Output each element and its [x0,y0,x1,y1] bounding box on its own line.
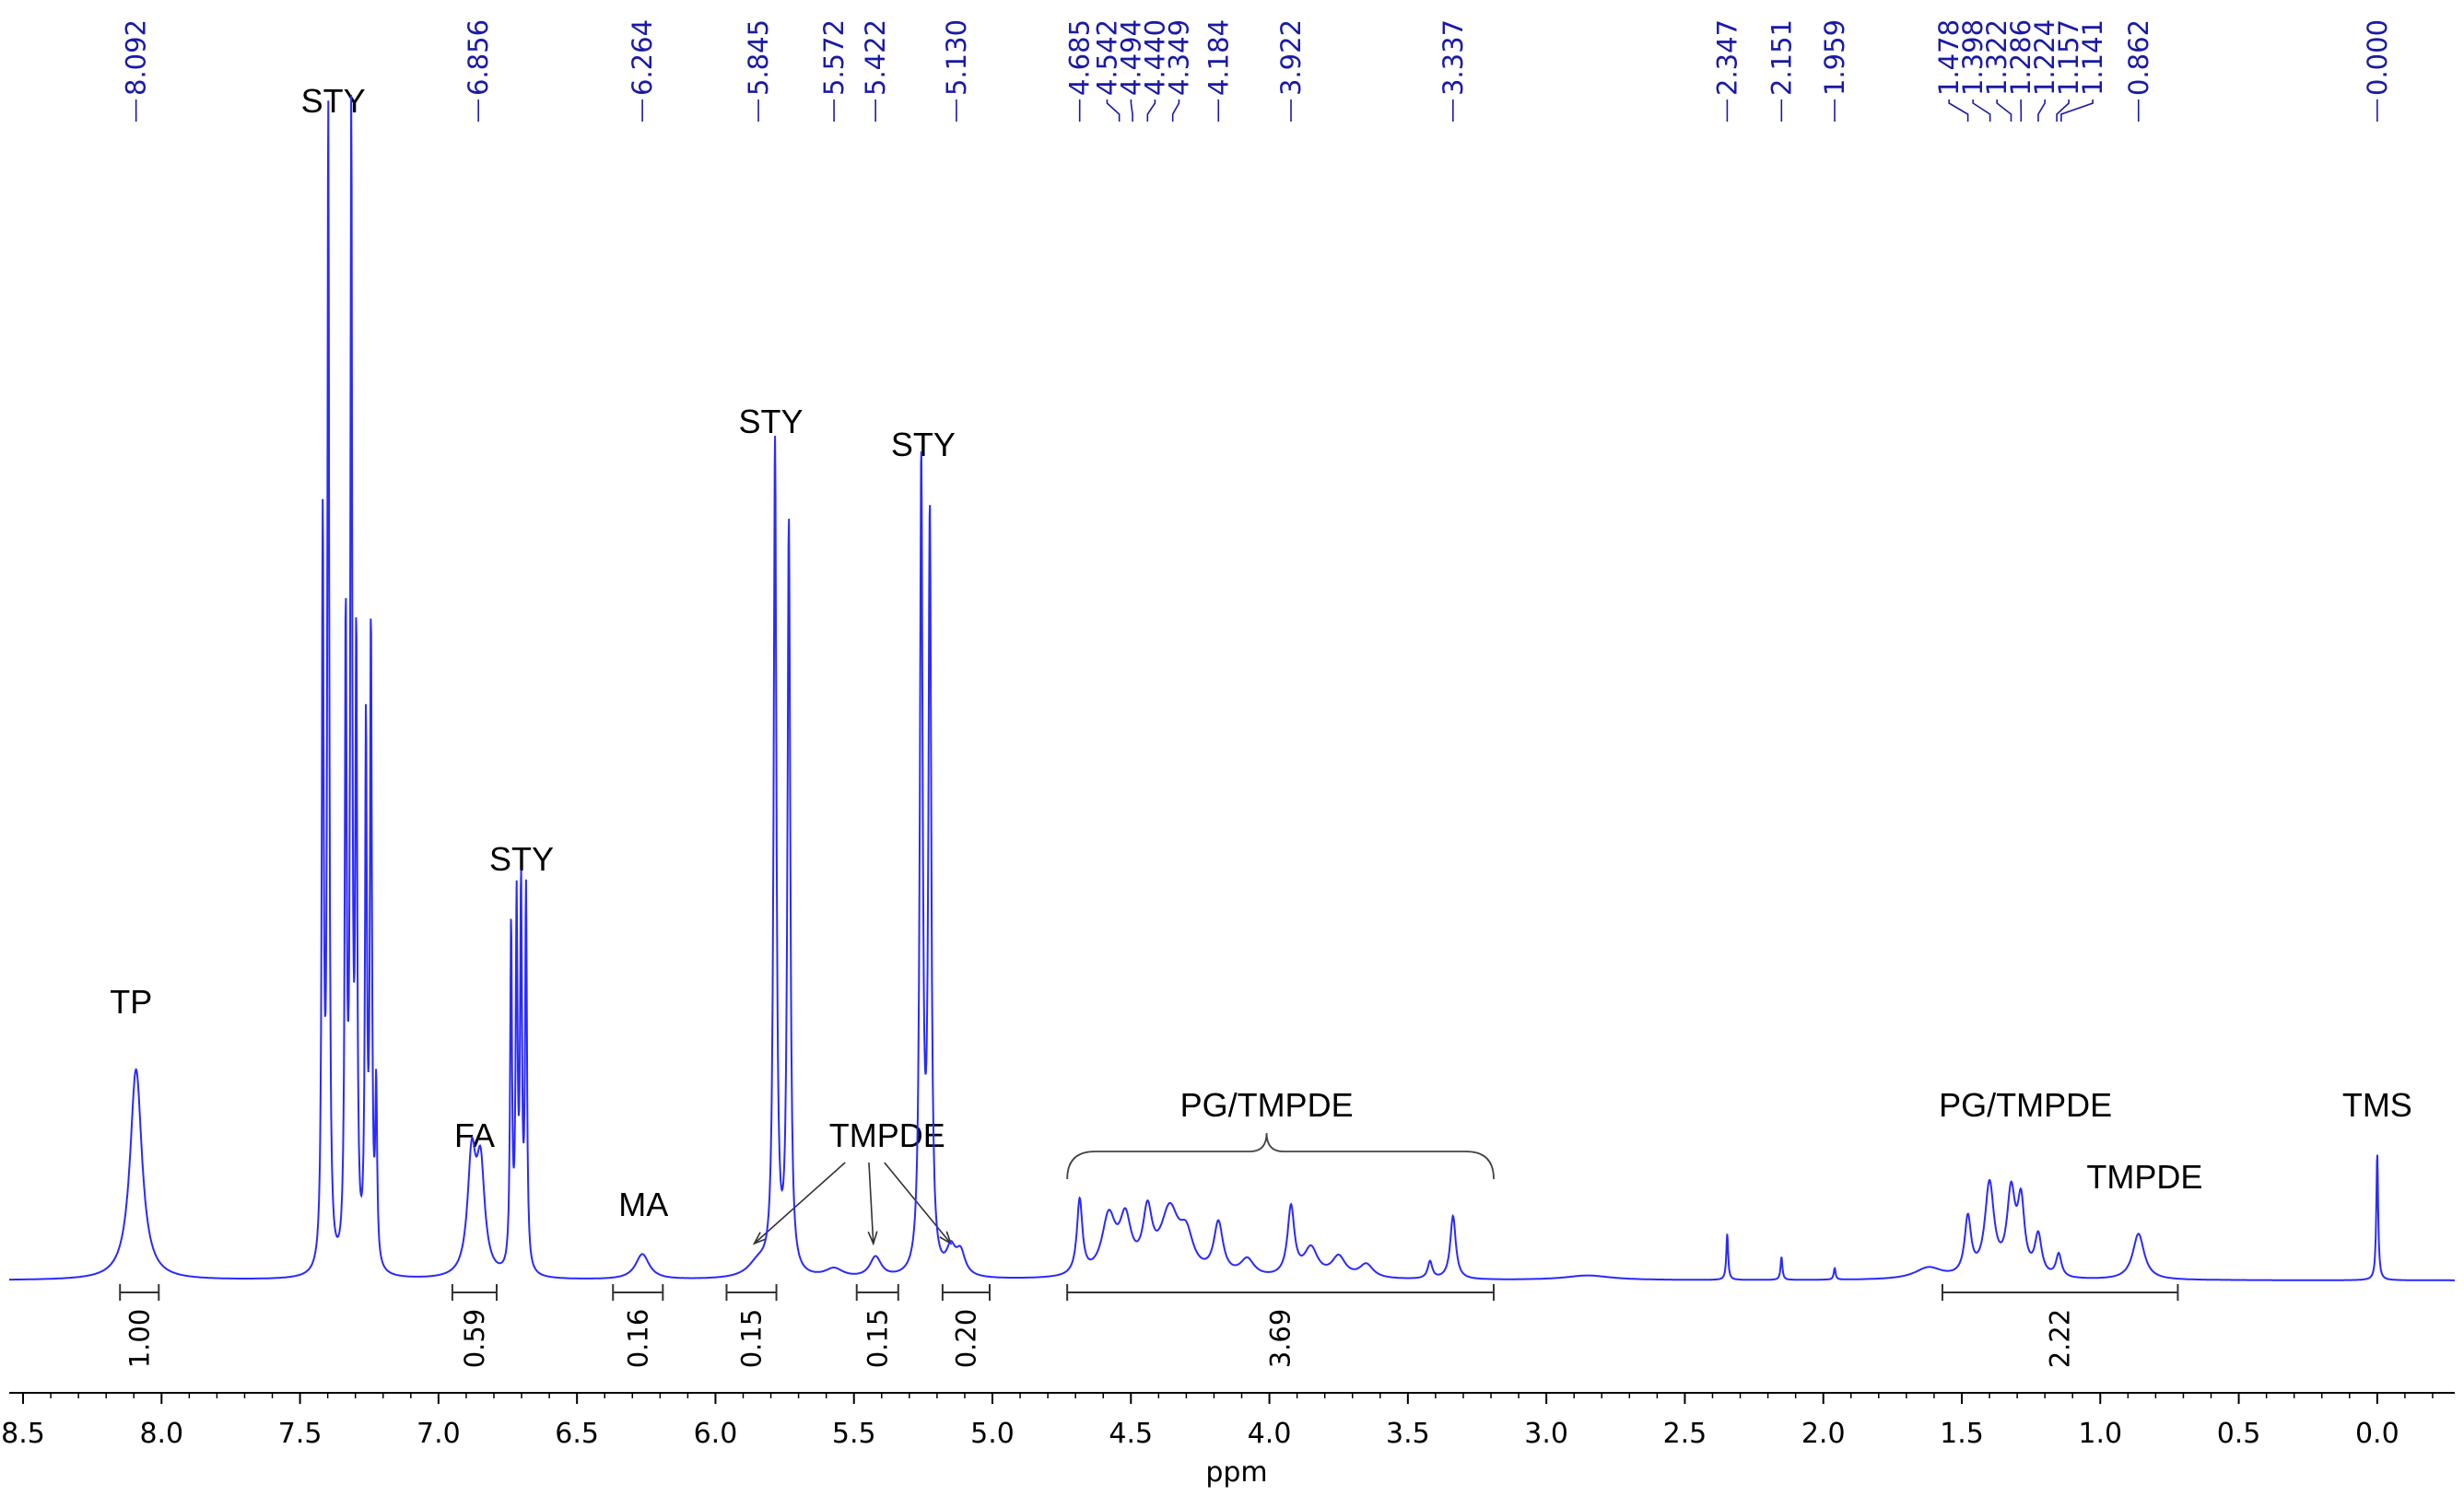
assignment-label: TP [110,983,152,1021]
peak-pick-label: 3.337 [1437,19,1469,96]
peak-pick-label: 0.000 [2362,19,2393,96]
assignment-arrow-head [939,1231,953,1245]
x-tick-label: 3.0 [1524,1418,1568,1450]
assignment-label: STY [739,403,804,440]
assignment-arrow [753,1162,846,1245]
peak-pick-label: 1.398 [1957,19,1989,96]
peak-pick-label: 1.157 [2053,19,2084,96]
peak-pick-label: 8.092 [121,19,152,96]
peak-pick-connector [2060,99,2094,122]
peak-pick-label: 5.422 [860,19,891,96]
assignment-label: STY [891,426,956,463]
x-axis: 8.5 8.0 7.5 7.0 6.5 6.0 5.5 5.0 4.5 4.0 3.5 3.0 2.5 2… [1,1392,2455,1450]
x-tick-label: 4.5 [1109,1418,1153,1450]
assignment-label: STY [301,82,366,120]
peak-pick-label: 4.440 [1139,19,1170,96]
peak-pick-label: 5.572 [818,19,850,96]
x-tick-label: 3.5 [1386,1418,1430,1450]
spectrum-trace [9,94,2455,1281]
assignment-arrow-head [867,1231,878,1246]
peak-pick-label: 1.141 [2077,19,2108,96]
assignment-arrow [884,1162,952,1245]
integral-value: 0.20 [950,1309,981,1369]
integral-value: 0.15 [736,1309,768,1369]
peak-pick-labels: 8.092 6.856 6.264 5.845 5.572 5.422 5.130 4.685… [121,19,2393,122]
peak-pick-label: 1.322 [1981,19,2012,96]
x-tick-label: 2.0 [1801,1418,1846,1450]
x-tick-label: 8.5 [1,1418,45,1450]
peak-pick-label: 5.130 [941,19,972,96]
peak-pick-connector [2056,99,2070,122]
peak-pick-label: 1.286 [2005,19,2036,96]
peak-pick-label: 4.542 [1091,19,1122,96]
assignment-label: TMPDE [2086,1158,2202,1196]
x-tick-label: 5.5 [832,1418,876,1450]
x-tick-label: 6.0 [694,1418,738,1450]
x-tick-label: 7.5 [278,1418,323,1450]
peak-pick-label: 0.862 [2123,19,2154,96]
x-tick-label: 0.0 [2355,1418,2399,1450]
x-tick-label: 1.0 [2078,1418,2122,1450]
integral-value: 0.15 [862,1309,893,1369]
integral-value: 0.16 [622,1309,653,1369]
integral-value: 2.22 [2045,1309,2076,1369]
x-tick-label: 7.0 [417,1418,461,1450]
integral-value: 0.59 [459,1309,490,1369]
peak-pick-label: 1.959 [1819,19,1850,96]
peak-pick-label: 4.184 [1203,19,1234,96]
x-tick-label: 2.5 [1663,1418,1707,1450]
peak-pick-connector [1972,99,1991,122]
peak-pick-label: 2.151 [1766,19,1797,96]
peak-pick-label: 1.478 [1933,19,1965,96]
x-tick-label: 4.0 [1248,1418,1292,1450]
peak-pick-connector [1996,99,2012,122]
peak-pick-label: 4.349 [1163,19,1194,96]
x-tick-label: 0.5 [2217,1418,2261,1450]
region-bracket [1066,1132,1495,1180]
assignment-label: MA [618,1186,668,1223]
peak-pick-label: 4.494 [1115,19,1146,96]
assignment-label: TMPDE [829,1116,945,1154]
x-tick-label: 8.0 [139,1418,183,1450]
peak-pick-label: 6.856 [463,19,494,96]
x-tick-label: 5.0 [970,1418,1015,1450]
assignment-label: TMS [2342,1086,2412,1124]
peak-pick-connector [2037,99,2046,122]
assignment-arrow [868,1162,874,1245]
integral-value: 1.00 [123,1309,155,1369]
assignment-arrow-head [752,1232,767,1245]
assignment-label: PG/TMPDE [1180,1086,1354,1124]
peak-pick-label: 3.922 [1275,19,1307,96]
peak-pick-label: 2.347 [1711,19,1742,96]
peak-pick-label: 1.224 [2029,19,2060,96]
x-tick-label: 6.5 [555,1418,599,1450]
integral-value: 3.69 [1265,1309,1297,1369]
peak-pick-label: 4.685 [1064,19,1096,96]
x-tick-label: 1.5 [1940,1418,1984,1450]
peak-pick-label: 5.845 [743,19,774,96]
peak-pick-connector [1171,99,1180,122]
peak-pick-connector [1948,99,1969,122]
peak-pick-connector [1106,99,1121,122]
peak-pick-connector [1146,99,1156,122]
integral-regions: 1.00 0.59 0.16 0.15 0.15 0.20 3.69 2.22 [119,1284,2179,1369]
peak-pick-label: 6.264 [627,19,658,96]
x-axis-label: ppm [1205,1456,1267,1489]
assignment-label: PG/TMPDE [1939,1086,2112,1124]
peak-pick-connector [1130,99,1133,122]
